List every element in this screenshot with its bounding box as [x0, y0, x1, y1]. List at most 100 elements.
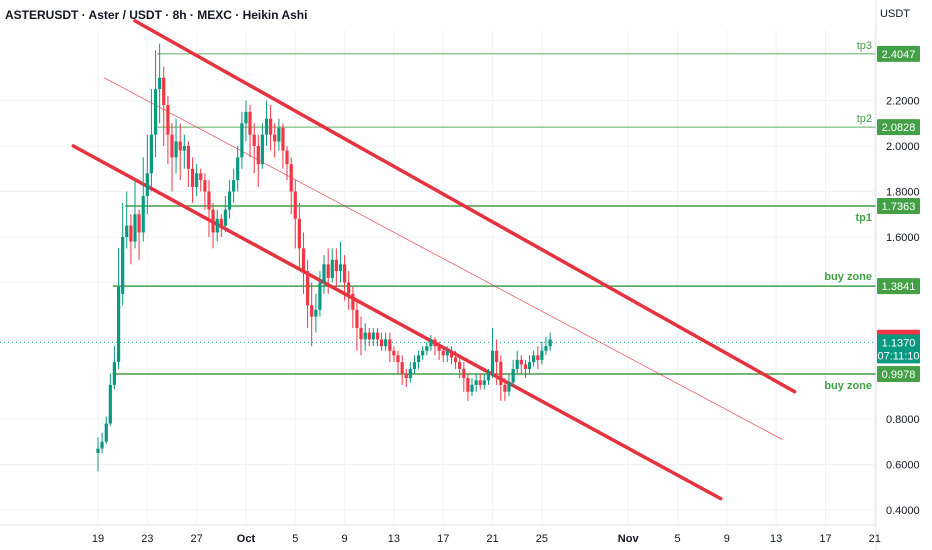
- candle-body: [384, 339, 388, 347]
- candle-up: [322, 255, 326, 294]
- level-label: buy zone: [824, 380, 872, 392]
- candle-body: [400, 362, 404, 374]
- candle-up: [507, 373, 511, 397]
- candle-body: [326, 264, 330, 278]
- candle-body: [153, 89, 158, 135]
- candle-down: [334, 248, 338, 288]
- candle-body: [470, 384, 474, 392]
- candle-body: [158, 77, 162, 90]
- candle-down: [166, 95, 170, 165]
- x-tick-label: 17: [819, 533, 831, 545]
- y-tick-label: 2.0000: [886, 141, 920, 153]
- candle-up: [260, 123, 264, 169]
- candle-up: [515, 350, 519, 374]
- chart-title: ASTERUSDT · Aster / USDT · 8h · MEXC · H…: [5, 8, 308, 22]
- candle-down: [252, 123, 256, 174]
- candle-up: [195, 164, 199, 197]
- candle-down: [170, 123, 174, 192]
- candle-down: [129, 214, 133, 265]
- candle-body: [499, 362, 503, 385]
- candle-body: [232, 180, 236, 192]
- candle-body: [104, 423, 108, 442]
- current-price-text: 1.1370: [882, 337, 916, 349]
- candle-body: [293, 191, 297, 219]
- candle-body: [108, 384, 112, 424]
- candle-up: [116, 248, 121, 369]
- candle-body: [207, 191, 211, 210]
- candle-body: [490, 350, 495, 374]
- candle-down: [392, 346, 396, 363]
- candle-up: [490, 328, 495, 379]
- candle-body: [322, 264, 326, 283]
- candle-body: [449, 350, 454, 358]
- candle-down: [536, 346, 540, 369]
- candle-up: [145, 134, 149, 215]
- candle-body: [375, 332, 380, 340]
- candle-body: [540, 350, 544, 360]
- candle-down: [293, 180, 297, 249]
- candle-body: [129, 225, 133, 242]
- candle-down: [269, 105, 273, 151]
- x-tick-label: 5: [674, 533, 680, 545]
- candle-up: [371, 328, 375, 347]
- candle-down: [207, 180, 211, 237]
- candle-body: [425, 346, 429, 351]
- candle-down: [400, 355, 404, 385]
- candle-up: [486, 368, 491, 385]
- candle-down: [503, 378, 507, 401]
- candle-body: [162, 77, 166, 106]
- candle-body: [285, 150, 289, 165]
- candle-down: [519, 355, 523, 374]
- candle-body: [359, 328, 363, 340]
- candle-body: [314, 309, 318, 317]
- y-tick-label: 2.2000: [886, 96, 920, 108]
- x-tick-label: 27: [191, 533, 203, 545]
- candle-down: [190, 157, 195, 203]
- candle-up: [277, 118, 281, 151]
- candle-body: [182, 146, 186, 151]
- candle-down: [433, 337, 437, 356]
- candle-up: [384, 332, 388, 351]
- candle-body: [301, 248, 306, 272]
- candle-up: [412, 355, 417, 374]
- candle-down: [347, 271, 351, 310]
- candle-body: [363, 332, 367, 340]
- candle-body: [96, 448, 100, 454]
- candle-body: [145, 173, 149, 197]
- candle-body: [355, 309, 359, 328]
- x-tick-label: 19: [92, 533, 104, 545]
- candle-body: [548, 339, 552, 347]
- candle-body: [166, 105, 170, 135]
- candle-down: [495, 339, 499, 385]
- candle-up: [174, 118, 178, 174]
- candle-body: [379, 339, 384, 347]
- candle-body: [421, 350, 425, 356]
- candle-down: [301, 232, 306, 294]
- candle-body: [256, 146, 260, 165]
- candle-up: [527, 355, 532, 374]
- x-tick-label: Nov: [618, 533, 640, 545]
- candle-down: [203, 173, 207, 210]
- candle-up: [133, 180, 137, 249]
- candle-body: [351, 293, 355, 310]
- candle-down: [306, 259, 310, 328]
- candle-up: [363, 323, 367, 351]
- x-tick-label: 21: [486, 533, 498, 545]
- candle-body: [433, 339, 437, 347]
- candle-body: [458, 362, 462, 369]
- candle-up: [223, 196, 227, 233]
- channel-mid-line: [103, 77, 783, 440]
- candle-body: [396, 355, 400, 363]
- candle-body: [441, 350, 445, 356]
- candle-down: [273, 123, 277, 158]
- candle-body: [523, 364, 528, 369]
- candle-down: [458, 355, 462, 379]
- candle-body: [244, 111, 248, 124]
- candle-body: [486, 373, 491, 381]
- candle-body: [273, 134, 277, 142]
- candle-up: [429, 334, 433, 351]
- candle-body: [203, 180, 207, 192]
- candle-up: [445, 346, 449, 363]
- x-tick-label: Oct: [237, 533, 256, 545]
